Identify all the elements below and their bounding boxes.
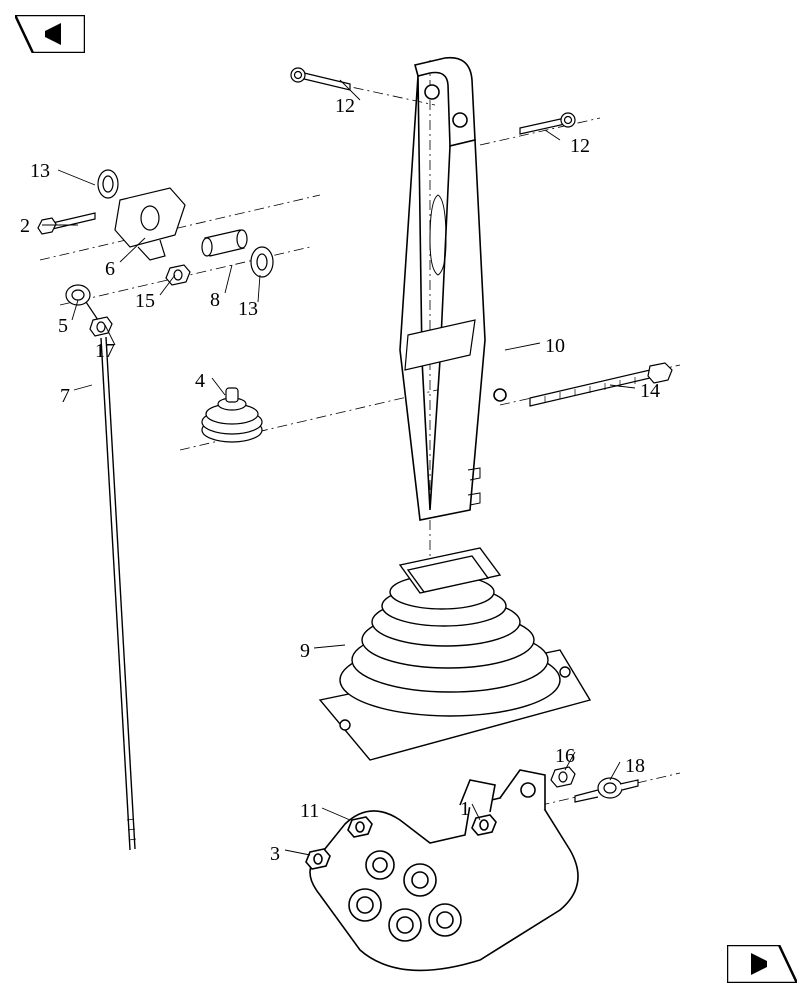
callout-3: 3 (270, 843, 280, 866)
part-9-boot (320, 548, 590, 760)
callout-7: 7 (60, 385, 70, 408)
exploded-view-diagram (0, 0, 812, 1000)
callout-10: 10 (545, 335, 565, 358)
callout-9: 9 (300, 640, 310, 663)
callout-11: 11 (300, 800, 319, 823)
callout-5: 5 (58, 315, 68, 338)
part-7-rod (101, 337, 136, 850)
callout-18: 18 (625, 755, 645, 778)
callout-15: 15 (135, 290, 155, 313)
callout-2: 2 (20, 215, 30, 238)
leaders (42, 80, 635, 855)
part-12-screws (291, 68, 575, 134)
next-page-icon[interactable] (727, 945, 797, 983)
callout-16: 16 (555, 745, 575, 768)
callout-1: 1 (460, 798, 470, 821)
part-3-nut (306, 849, 330, 869)
callout-8: 8 (210, 289, 220, 312)
callout-6: 6 (105, 258, 115, 281)
part-11-nut (348, 817, 372, 837)
prev-page-icon[interactable] (15, 15, 85, 53)
callout-4: 4 (195, 370, 205, 393)
part-1-bracket (306, 770, 578, 970)
part-1-nut (472, 815, 496, 835)
callout-12a: 12 (335, 95, 355, 118)
callout-13b: 13 (238, 298, 258, 321)
callout-17: 17 (95, 340, 115, 363)
callout-13: 13 (30, 160, 50, 183)
callout-14: 14 (640, 380, 660, 403)
part-4-grommet (202, 388, 262, 442)
part-10-lever (400, 58, 506, 520)
callout-12b: 12 (570, 135, 590, 158)
